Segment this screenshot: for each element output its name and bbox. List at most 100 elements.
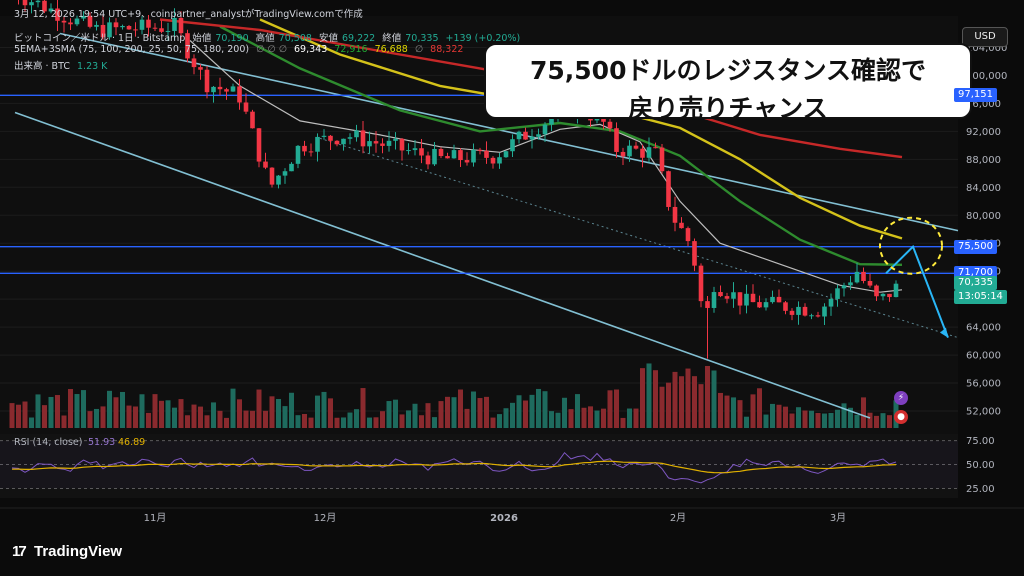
volume-bar bbox=[113, 397, 119, 428]
candle-body bbox=[237, 86, 242, 103]
candle-body bbox=[412, 148, 418, 151]
candle-body bbox=[315, 136, 320, 152]
candle-body bbox=[204, 69, 210, 93]
rsi-tick-label: 75.00 bbox=[966, 436, 995, 447]
currency-button[interactable]: USD bbox=[962, 27, 1008, 47]
candle-body bbox=[516, 131, 522, 140]
volume-bar bbox=[74, 394, 80, 428]
ma-legend: 5EMA+3SMA (75, 100, 200, 25, 50, 75, 180… bbox=[14, 44, 464, 55]
resistance-highlight-circle bbox=[879, 216, 943, 275]
price-tag-label: 97,151 bbox=[954, 88, 997, 103]
candle-body bbox=[705, 301, 710, 308]
volume-bar bbox=[783, 406, 788, 428]
volume-bar bbox=[217, 410, 223, 428]
candle-body bbox=[282, 171, 288, 176]
candle-body bbox=[347, 137, 353, 139]
volume-bar bbox=[568, 409, 574, 428]
candle-body bbox=[256, 128, 262, 162]
tradingview-logo[interactable]: 17 TradingView bbox=[12, 543, 123, 560]
candle-body bbox=[198, 67, 203, 70]
candle-body bbox=[276, 175, 281, 185]
candle-body bbox=[152, 27, 158, 29]
volume-bar bbox=[451, 397, 457, 428]
volume-bar bbox=[308, 417, 314, 428]
candle-body bbox=[68, 22, 73, 25]
volume-bar bbox=[81, 390, 86, 428]
candle-body bbox=[178, 17, 184, 34]
candle-body bbox=[718, 292, 723, 297]
volume-bar bbox=[230, 388, 236, 428]
volume-bar bbox=[633, 408, 639, 428]
volume-bar bbox=[139, 394, 145, 428]
candle-body bbox=[659, 147, 665, 172]
candle-body bbox=[529, 136, 535, 140]
volume-bar bbox=[406, 410, 411, 428]
volume-bar bbox=[412, 403, 418, 428]
volume-bar bbox=[269, 396, 275, 428]
candle-body bbox=[685, 228, 691, 242]
time-tick-label: 2月 bbox=[670, 512, 686, 524]
flag-icon[interactable]: ● bbox=[894, 410, 908, 424]
volume-bar bbox=[841, 403, 847, 428]
rsi-value: 51.93 bbox=[88, 437, 115, 448]
price-tick-label: 88,000 bbox=[966, 155, 1001, 166]
candle-body bbox=[510, 139, 515, 152]
volume-bar bbox=[867, 412, 873, 428]
volume-bar bbox=[620, 417, 626, 428]
volume-bar bbox=[874, 415, 879, 428]
volume-bar bbox=[276, 398, 281, 428]
candle-body bbox=[386, 140, 392, 146]
candle-body bbox=[380, 143, 385, 146]
candle-body bbox=[172, 17, 177, 31]
moving-average-ma_green bbox=[219, 25, 903, 266]
volume-bar bbox=[685, 368, 691, 428]
candle-body bbox=[139, 19, 145, 30]
volume-bar bbox=[48, 396, 54, 428]
volume-bar bbox=[562, 397, 567, 428]
volume-bar bbox=[588, 406, 593, 428]
rsi-label: RSI (14, close) bbox=[14, 437, 82, 448]
candle-body bbox=[100, 24, 106, 38]
projection-arrowhead bbox=[940, 327, 948, 338]
callout-line2: 戻り売りチャンス bbox=[628, 94, 828, 123]
volume-bar bbox=[146, 412, 151, 428]
candle-body bbox=[373, 141, 379, 144]
candle-body bbox=[48, 8, 54, 12]
volume-bar bbox=[191, 404, 197, 428]
candle-body bbox=[854, 271, 860, 283]
volume-bar bbox=[386, 401, 392, 428]
candle-body bbox=[653, 147, 658, 149]
candle-body bbox=[367, 141, 372, 147]
candle-body bbox=[503, 151, 509, 158]
volume-bar bbox=[328, 398, 333, 428]
volume-bar bbox=[152, 394, 158, 428]
volume-bar bbox=[646, 363, 652, 428]
candle-body bbox=[250, 111, 255, 129]
volume-bar bbox=[178, 399, 184, 428]
volume-bar bbox=[692, 376, 697, 428]
volume-bar bbox=[789, 413, 795, 428]
volume-bar bbox=[399, 414, 405, 428]
volume-bar bbox=[360, 388, 366, 428]
volume-bar bbox=[61, 415, 67, 428]
volume-bar bbox=[204, 415, 210, 428]
volume-bar bbox=[861, 397, 866, 428]
volume-bar bbox=[477, 398, 483, 428]
price-tick-label: 92,000 bbox=[966, 127, 1001, 138]
tv-logo-icon: 17 bbox=[12, 543, 27, 560]
volume-bar bbox=[100, 406, 106, 428]
candle-body bbox=[308, 151, 314, 153]
volume-bar bbox=[854, 414, 860, 428]
volume-bar bbox=[458, 389, 463, 428]
price-tag-label: 75,500 bbox=[954, 239, 997, 254]
volume-bar bbox=[828, 412, 834, 428]
volume-bar bbox=[94, 408, 99, 428]
volume-bar bbox=[659, 386, 665, 428]
lightning-icon[interactable]: ⚡ bbox=[894, 391, 908, 405]
volume-bar bbox=[198, 406, 203, 428]
rsi-tick-label: 25.00 bbox=[966, 484, 995, 495]
candle-body bbox=[737, 292, 743, 306]
volume-bar bbox=[731, 397, 736, 428]
candle-body bbox=[328, 135, 333, 141]
